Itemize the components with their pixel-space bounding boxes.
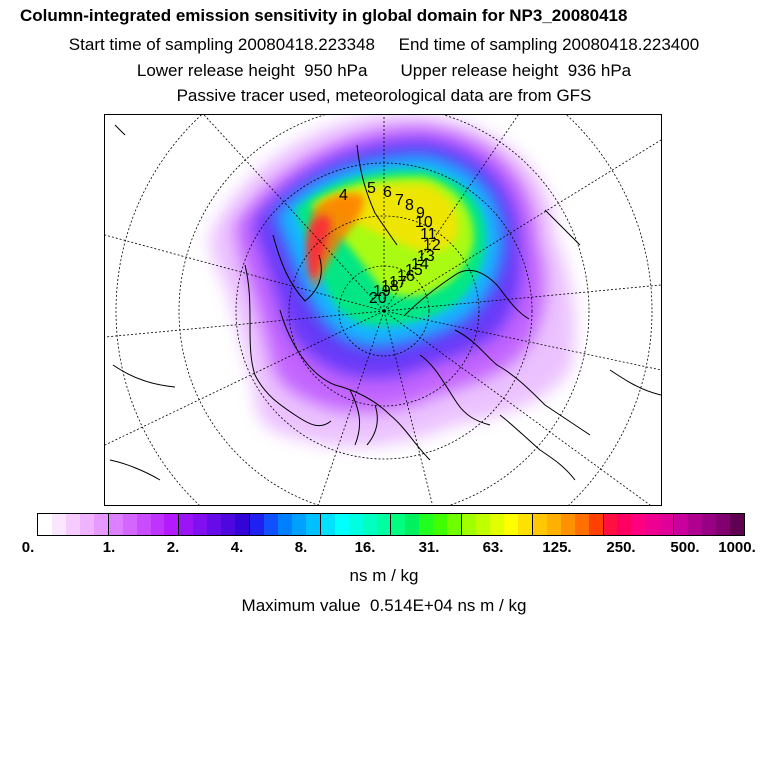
colorbar-swatch — [164, 514, 180, 535]
trajectory-point-label: 17 — [389, 274, 407, 291]
trajectory-point-label: 20 — [369, 290, 387, 307]
colorbar-swatch — [674, 514, 689, 535]
trajectory-point-label: 6 — [383, 184, 392, 201]
colorbar-units: ns m / kg — [349, 566, 419, 585]
colorbar-swatch — [305, 514, 321, 535]
colorbar-swatch — [348, 514, 363, 535]
colorbar-swatch — [688, 514, 703, 535]
colorbar-swatch — [532, 514, 547, 535]
trajectory-point-label: 10 — [415, 214, 433, 231]
colorbar-swatch — [490, 514, 504, 535]
trajectory-point-label: 5 — [367, 180, 376, 197]
colorbar-swatch — [93, 514, 109, 535]
colorbar-swatch — [122, 514, 137, 535]
meridians — [105, 115, 661, 505]
colorbar-swatch — [264, 514, 278, 535]
colorbar-swatch — [517, 514, 533, 535]
colorbar-swatch — [334, 514, 349, 535]
colorbar-tick: 4. — [230, 539, 244, 556]
colorbar-tick: 125. — [542, 539, 572, 556]
colorbar-swatch — [546, 514, 561, 535]
colorbar-swatch — [108, 514, 123, 535]
trajectory-point-label: 4 — [339, 187, 348, 204]
colorbar-swatch — [729, 514, 744, 535]
trajectory-point-label: 8 — [405, 197, 414, 214]
colorbar-swatch — [603, 514, 618, 535]
colorbar-swatch — [588, 514, 604, 535]
trajectory-point-label: 19 — [373, 283, 391, 300]
trajectory-point-label: 12 — [423, 237, 441, 254]
colorbar-swatch — [631, 514, 646, 535]
colorbar-tick: 250. — [606, 539, 636, 556]
colorbar-tick: 63. — [482, 539, 504, 556]
colorbar-swatch — [391, 514, 406, 535]
trajectory-point-label: 13 — [417, 248, 435, 265]
colorbar-swatch — [65, 514, 80, 535]
colorbar-swatch — [291, 514, 306, 535]
colorbar-swatch — [462, 514, 477, 535]
colorbar-swatch — [320, 514, 335, 535]
colorbar-swatch — [617, 514, 632, 535]
colorbar-tick: 1. — [102, 539, 116, 556]
colorbar-swatch — [277, 514, 292, 535]
colorbar-swatch — [447, 514, 463, 535]
colorbar-swatch — [419, 514, 434, 535]
colorbar-swatch — [235, 514, 251, 535]
trajectory-point-label: 16 — [397, 268, 415, 285]
colorbar-tick: 500. — [670, 539, 700, 556]
trajectory-point-label: 9 — [416, 205, 425, 222]
colorbar-tick: 2. — [166, 539, 180, 556]
colorbar-swatch — [136, 514, 151, 535]
colorbar-swatch — [207, 514, 222, 535]
colorbar-swatch — [716, 514, 730, 535]
sampling-time-line: Start time of sampling 20080418.223348 E… — [68, 35, 700, 54]
colorbar-swatch — [405, 514, 420, 535]
colorbar-swatch — [193, 514, 208, 535]
plot-title: Column-integrated emission sensitivity i… — [20, 6, 628, 25]
colorbar — [37, 513, 745, 536]
colorbar-swatch — [433, 514, 448, 535]
colorbar-swatch — [38, 514, 52, 535]
sensitivity-field — [209, 115, 575, 447]
colorbar-swatch — [221, 514, 236, 535]
maximum-value: Maximum value 0.514E+04 ns m / kg — [241, 596, 527, 615]
colorbar-swatch — [376, 514, 392, 535]
polar-map: 4 5 6 7 8 9 10 11 12 13 14 15 16 17 18 1… — [104, 114, 662, 506]
colorbar-swatch — [362, 514, 377, 535]
colorbar-swatch — [503, 514, 518, 535]
coastlines — [109, 124, 661, 481]
colorbar-tick: 8. — [294, 539, 308, 556]
colorbar-tick: 31. — [418, 539, 440, 556]
trajectory-point-label: 14 — [411, 256, 429, 273]
trajectory-labels: 4 5 6 7 8 9 10 11 12 13 14 15 16 17 18 1… — [339, 180, 441, 307]
colorbar-tick: 16. — [354, 539, 376, 556]
colorbar-swatch — [150, 514, 165, 535]
colorbar-swatch — [250, 514, 264, 535]
colorbar-swatch — [51, 514, 66, 535]
map-canvas: 4 5 6 7 8 9 10 11 12 13 14 15 16 17 18 1… — [105, 115, 661, 505]
tracer-info-line: Passive tracer used, meteorological data… — [176, 86, 592, 105]
colorbar-swatch — [560, 514, 575, 535]
colorbar-swatch — [476, 514, 490, 535]
trajectory-point-label: 11 — [420, 226, 437, 243]
trajectory-point-label: 7 — [395, 192, 404, 209]
colorbar-tick-labels: 0. 1. 2. 4. 8. 16. 31. 63. 125. 250. 500… — [0, 539, 768, 559]
colorbar-swatch — [79, 514, 94, 535]
release-height-line: Lower release height 950 hPa Upper relea… — [136, 61, 632, 80]
colorbar-swatch — [179, 514, 194, 535]
colorbar-tick: 0. — [21, 539, 35, 556]
colorbar-swatch — [702, 514, 716, 535]
colorbar-tick: 1000. — [718, 539, 756, 556]
trajectory-point-label: 15 — [405, 262, 423, 279]
colorbar-swatch — [574, 514, 589, 535]
colorbar-swatch — [645, 514, 660, 535]
colorbar-swatch — [659, 514, 675, 535]
trajectory-point-label: 18 — [381, 278, 399, 295]
